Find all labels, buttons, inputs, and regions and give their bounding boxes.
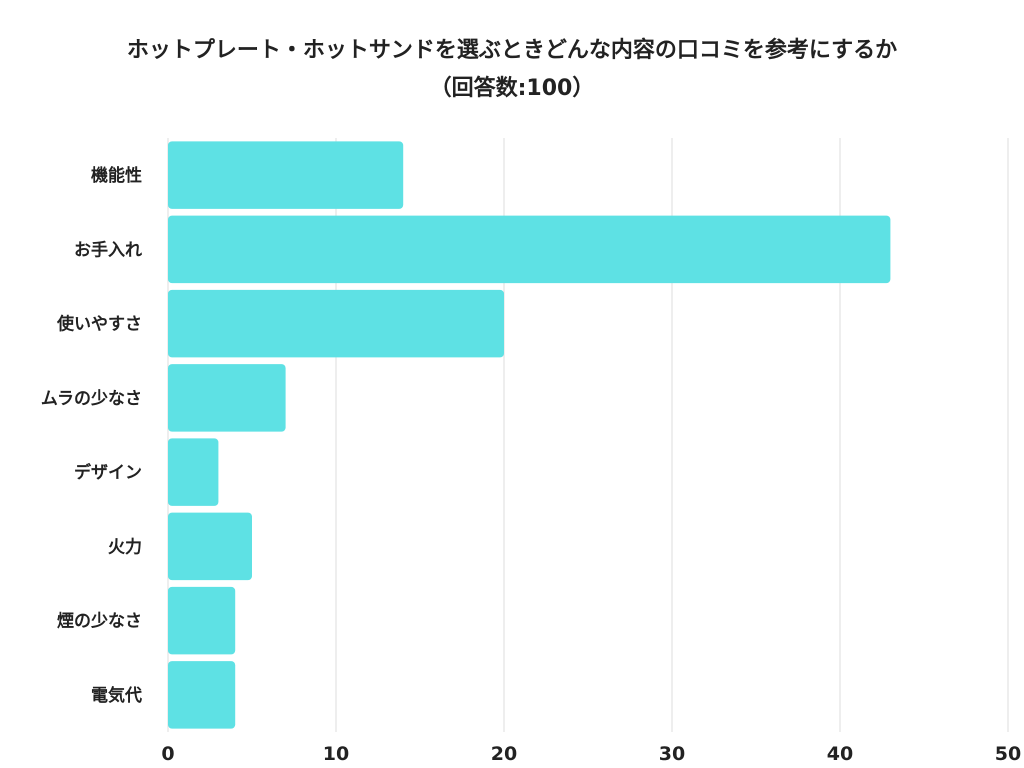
category-label-7: 電気代 xyxy=(91,685,142,706)
bars xyxy=(168,141,891,729)
category-label-3: ムラの少なさ xyxy=(41,389,142,409)
x-tick-label-50: 50 xyxy=(995,743,1021,765)
category-label-5: 火力 xyxy=(108,536,142,557)
bar-1 xyxy=(168,215,891,284)
bar-2 xyxy=(168,289,504,358)
category-label-0: 機能性 xyxy=(91,165,142,186)
bar-0 xyxy=(168,141,404,209)
chart-subtitle: （回答数:100） xyxy=(429,76,595,101)
category-label-1: お手入れ xyxy=(74,239,142,260)
bar-4 xyxy=(168,438,219,506)
category-label-6: 煙の少なさ xyxy=(57,612,142,632)
x-tick-label-10: 10 xyxy=(323,743,349,765)
bar-5 xyxy=(168,512,252,581)
x-tick-label-0: 0 xyxy=(161,743,174,765)
x-tick-label-20: 20 xyxy=(491,743,517,765)
category-label-4: デザイン xyxy=(74,462,142,483)
chart-title: ホットプレート・ホットサンドを選ぶときどんな内容の口コミを参考にするか xyxy=(126,38,898,63)
x-tick-label-40: 40 xyxy=(827,743,853,765)
x-tick-label-30: 30 xyxy=(659,743,685,765)
chart-title-block: ホットプレート・ホットサンドを選ぶときどんな内容の口コミを参考にするか （回答数… xyxy=(0,32,1024,108)
bar-7 xyxy=(168,661,236,729)
bar-3 xyxy=(168,364,286,432)
category-label-2: 使いやすさ xyxy=(56,314,142,335)
bar-6 xyxy=(168,586,236,655)
x-tick-labels: 0 10 20 30 40 50 xyxy=(161,743,1021,765)
